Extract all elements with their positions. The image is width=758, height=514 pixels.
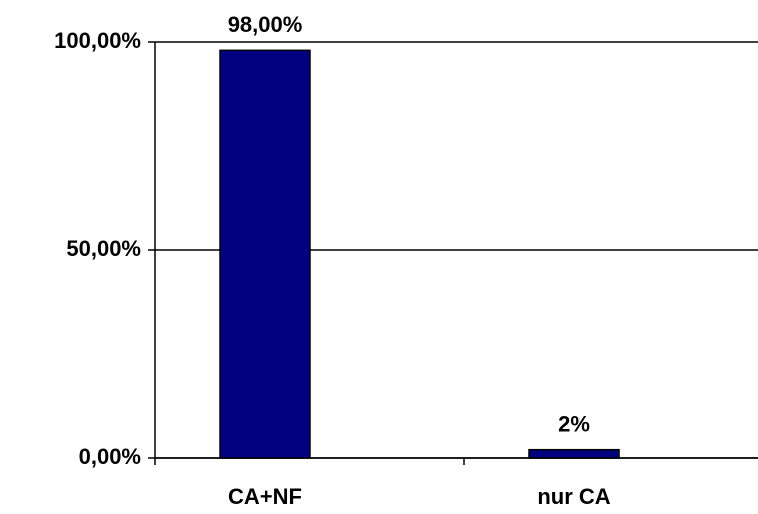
- data-label: 98,00%: [228, 12, 303, 37]
- y-tick-label: 100,00%: [54, 28, 141, 53]
- data-label: 2%: [558, 411, 590, 436]
- bar: [219, 49, 311, 459]
- y-tick-label: 0,00%: [79, 444, 141, 469]
- bar: [528, 448, 620, 459]
- x-tick-label: CA+NF: [228, 484, 302, 509]
- x-tick-label: nur CA: [537, 484, 610, 509]
- y-tick-label: 50,00%: [66, 236, 141, 261]
